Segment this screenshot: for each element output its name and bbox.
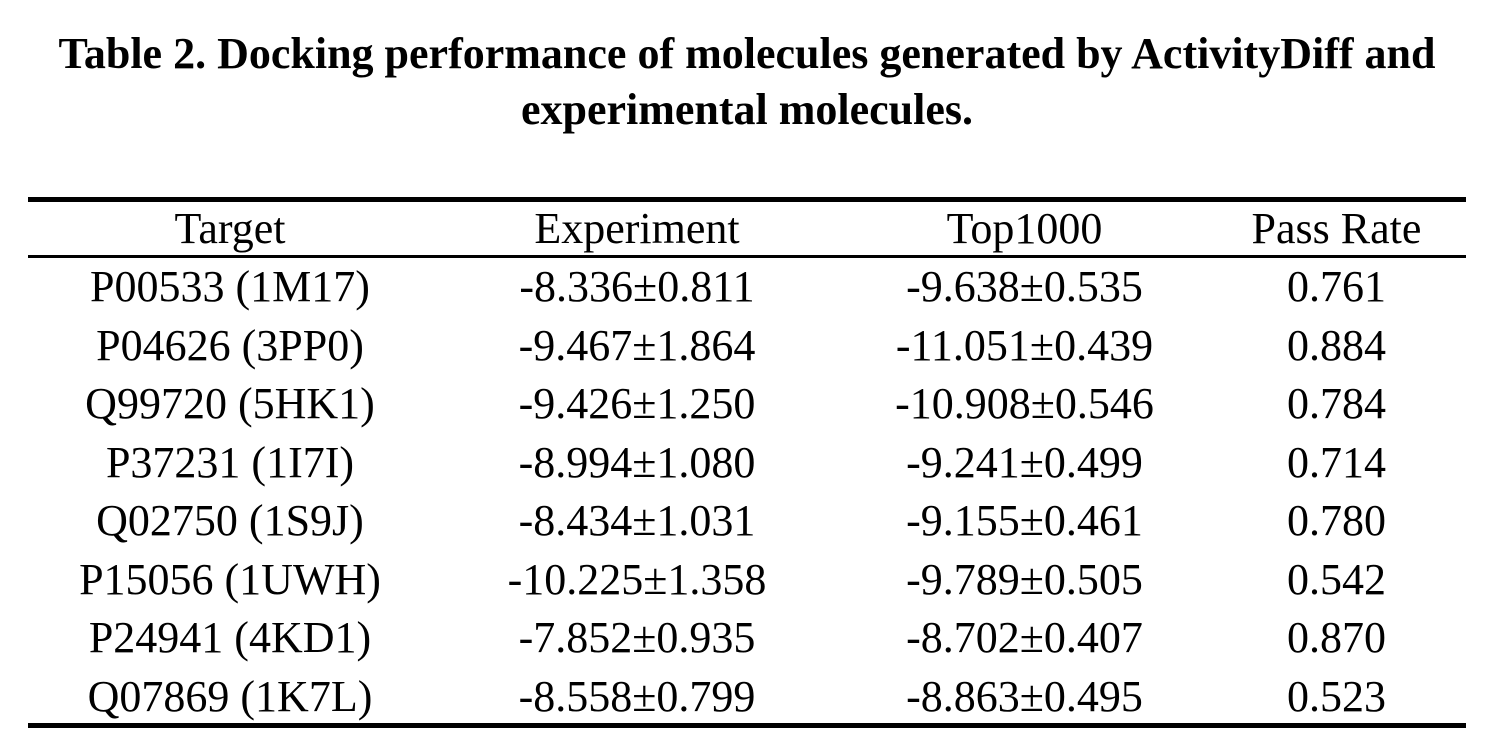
header-row: Target Experiment Top1000 Pass Rate — [28, 202, 1466, 255]
cell-experiment: -8.558±0.799 — [518, 671, 756, 721]
cell-target: Q07869 (1K7L) — [87, 671, 373, 721]
cell-pass-rate: 0.523 — [1287, 671, 1386, 721]
header-target: Target — [174, 204, 286, 253]
cell-pass-rate: 0.780 — [1287, 496, 1386, 545]
caption-line-2: experimental molecules. — [520, 85, 974, 134]
table-body: P00533 (1M17) -8.336±0.811 -9.638±0.535 … — [28, 258, 1466, 726]
cell-pass-rate: 0.542 — [1287, 554, 1386, 604]
cell-experiment: -8.434±1.031 — [518, 496, 756, 545]
cell-target: P37231 (1I7I) — [105, 437, 355, 487]
table-row: P04626 (3PP0) -9.467±1.864 -11.051±0.439… — [28, 317, 1466, 376]
header-experiment: Experiment — [534, 204, 740, 253]
cell-experiment: -9.467±1.864 — [518, 320, 756, 370]
cell-target: Q02750 (1S9J) — [96, 496, 364, 545]
cell-pass-rate: 0.784 — [1287, 379, 1386, 428]
cell-experiment: -10.225±1.358 — [507, 554, 767, 604]
cell-experiment: -9.426±1.250 — [518, 379, 756, 428]
cell-target: P24941 (4KD1) — [88, 613, 372, 662]
table-row: P37231 (1I7I) -8.994±1.080 -9.241±0.499 … — [28, 434, 1466, 493]
caption-line-1: Table 2. Docking performance of molecule… — [58, 29, 1436, 78]
table-row: Q99720 (5HK1) -9.426±1.250 -10.908±0.546… — [28, 375, 1466, 434]
cell-top1000: -10.908±0.546 — [895, 379, 1154, 428]
table-header: Target Experiment Top1000 Pass Rate — [28, 202, 1466, 258]
cell-pass-rate: 0.884 — [1287, 320, 1386, 370]
table-row: Q07869 (1K7L) -8.558±0.799 -8.863±0.495 … — [28, 668, 1466, 727]
cell-experiment: -7.852±0.935 — [518, 613, 756, 662]
cell-pass-rate: 0.761 — [1287, 262, 1386, 311]
cell-target: Q99720 (5HK1) — [85, 379, 375, 428]
cell-pass-rate: 0.870 — [1287, 613, 1386, 662]
cell-top1000: -9.638±0.535 — [906, 262, 1143, 311]
cell-top1000: -11.051±0.439 — [895, 320, 1154, 370]
cell-top1000: -9.155±0.461 — [906, 496, 1143, 545]
top-rule — [28, 197, 1466, 202]
cell-target: P04626 (3PP0) — [96, 320, 364, 370]
cell-target: P15056 (1UWH) — [79, 554, 381, 604]
cell-top1000: -9.241±0.499 — [906, 437, 1143, 487]
header-top1000: Top1000 — [946, 204, 1103, 253]
header-pass-rate: Pass Rate — [1251, 204, 1422, 253]
cell-top1000: -8.863±0.495 — [906, 671, 1143, 721]
table-row: P24941 (4KD1) -7.852±0.935 -8.702±0.407 … — [28, 609, 1466, 668]
cell-target: P00533 (1M17) — [90, 262, 370, 311]
cell-experiment: -8.994±1.080 — [518, 437, 756, 487]
docking-table: Target Experiment Top1000 Pass Rate P005… — [28, 202, 1466, 726]
cell-pass-rate: 0.714 — [1287, 437, 1386, 487]
table-row: Q02750 (1S9J) -8.434±1.031 -9.155±0.461 … — [28, 492, 1466, 551]
table-row: P00533 (1M17) -8.336±0.811 -9.638±0.535 … — [28, 258, 1466, 317]
table-caption: Table 2. Docking performance of molecule… — [0, 26, 1494, 138]
bottom-rule — [28, 723, 1466, 728]
table-row: P15056 (1UWH) -10.225±1.358 -9.789±0.505… — [28, 551, 1466, 610]
header-rule — [28, 255, 1466, 258]
cell-top1000: -9.789±0.505 — [906, 554, 1143, 604]
cell-experiment: -8.336±0.811 — [519, 262, 755, 311]
cell-top1000: -8.702±0.407 — [906, 613, 1143, 662]
